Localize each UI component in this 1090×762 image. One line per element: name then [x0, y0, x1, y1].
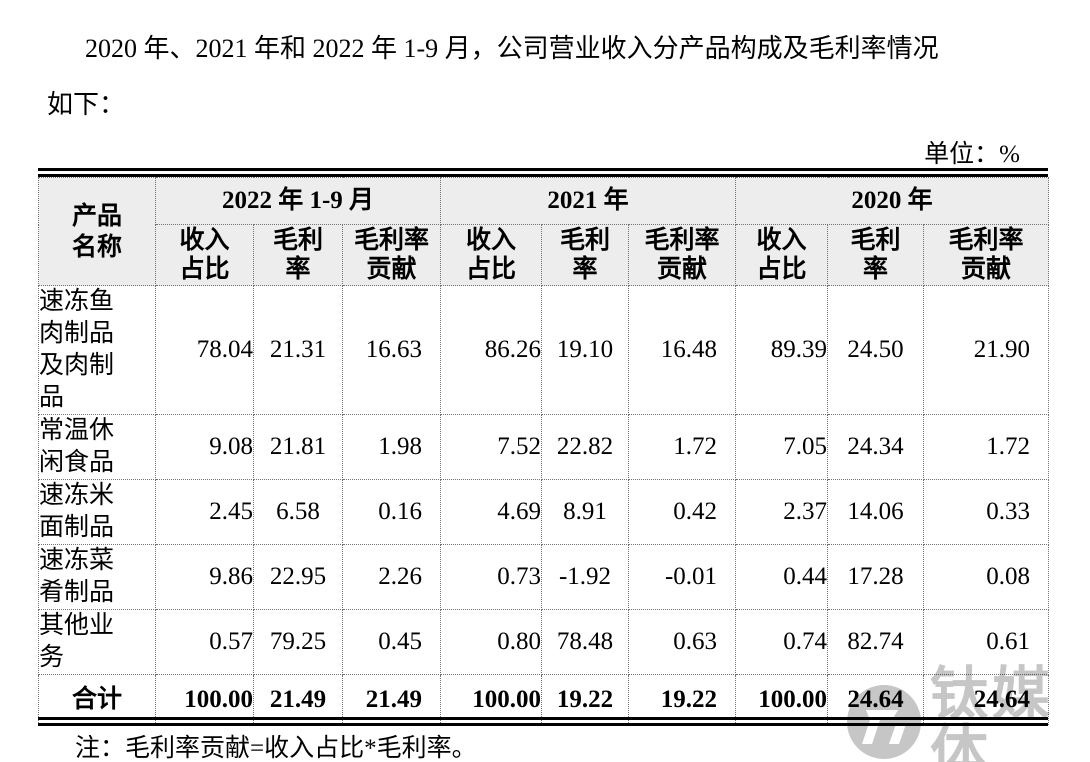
table-cell: 0.74: [735, 609, 829, 675]
footnote: 注：毛利率贡献=收入占比*毛利率。: [75, 735, 477, 762]
table-cell: 19.22: [541, 674, 630, 725]
table-cell: 0.61: [923, 609, 1050, 675]
table-cell: 0.45: [341, 609, 442, 675]
total-label-cell: 合计: [38, 674, 156, 725]
table-cell: 21.31: [253, 285, 343, 415]
table-cell: 2.45: [155, 479, 254, 545]
product-name-cell: 其他业 务: [38, 609, 156, 675]
column-header-income-share-2020: 收入 占比: [735, 224, 829, 286]
table-cell: 24.64: [923, 674, 1050, 725]
table-cell: 9.08: [155, 414, 254, 480]
table-cell: 0.44: [735, 544, 829, 610]
column-header-gross-margin-2022: 毛利 率: [253, 224, 343, 286]
column-header-gross-margin-2020: 毛利 率: [827, 224, 925, 286]
table-cell: 24.34: [827, 414, 925, 480]
table-cell: 82.74: [827, 609, 925, 675]
column-group-2020: 2020 年: [735, 177, 1050, 225]
table-cell: 2.37: [735, 479, 829, 545]
table-cell: 17.28: [827, 544, 925, 610]
column-header-income-share-2022: 收入 占比: [155, 224, 254, 286]
table-cell: 0.42: [628, 479, 737, 545]
product-name-cell: 速冻米 面制品: [38, 479, 156, 545]
table-bottom-border: [38, 717, 1048, 726]
table-cell: 22.95: [253, 544, 343, 610]
table-cell: 24.50: [827, 285, 925, 415]
product-name-cell: 速冻菜 肴制品: [38, 544, 156, 610]
table-cell: 14.06: [827, 479, 925, 545]
table-row: 速冻鱼 肉制品 及肉制 品 78.04 21.31 16.63 86.26 19…: [38, 285, 1050, 415]
table-cell: 1.72: [923, 414, 1050, 480]
table-cell: 0.80: [440, 609, 543, 675]
table-cell: 0.57: [155, 609, 254, 675]
header-group-row: 产品 名称 2022 年 1-9 月 2021 年 2020 年: [38, 177, 1050, 286]
table-cell: 0.63: [628, 609, 737, 675]
table-cell: 16.48: [628, 285, 737, 415]
table-cell: 19.10: [541, 285, 630, 415]
table-row: 其他业 务 0.57 79.25 0.45 0.80 78.48 0.63 0.…: [38, 609, 1050, 675]
column-header-gross-margin-2021: 毛利 率: [541, 224, 630, 286]
table-cell: 86.26: [440, 285, 543, 415]
table-cell: 4.69: [440, 479, 543, 545]
table-cell: -0.01: [628, 544, 737, 610]
table-row: 速冻菜 肴制品 9.86 22.95 2.26 0.73 -1.92 -0.01…: [38, 544, 1050, 610]
table-cell: 21.49: [253, 674, 343, 725]
table-cell: 78.04: [155, 285, 254, 415]
product-name-cell: 常温休 闲食品: [38, 414, 156, 480]
table-cell: 9.86: [155, 544, 254, 610]
revenue-margin-table: 产品 名称 2022 年 1-9 月 2021 年 2020 年 收入 占比 毛…: [38, 177, 1050, 725]
table-cell: 22.82: [541, 414, 630, 480]
title-line-1: 2020 年、2021 年和 2022 年 1-9 月，公司营业收入分产品构成及…: [85, 34, 939, 63]
table-cell: 2.26: [341, 544, 442, 610]
table-cell: 0.33: [923, 479, 1050, 545]
table-cell: 89.39: [735, 285, 829, 415]
table-cell: 21.81: [253, 414, 343, 480]
column-group-2022: 2022 年 1-9 月: [154, 177, 442, 225]
table-cell: 100.00: [155, 674, 254, 725]
table-cell: 1.72: [628, 414, 737, 480]
column-group-2021: 2021 年: [440, 177, 737, 225]
table-row: 速冻米 面制品 2.45 6.58 0.16 4.69 8.91 0.42 2.…: [38, 479, 1050, 545]
column-header-income-share-2021: 收入 占比: [440, 224, 543, 286]
column-header-margin-contribution-2021: 毛利率 贡献: [628, 224, 737, 286]
column-header-margin-contribution-2022: 毛利率 贡献: [341, 224, 442, 286]
table-cell: 0.08: [923, 544, 1050, 610]
unit-label: 单位：%: [924, 141, 1020, 168]
table-cell: 78.48: [541, 609, 630, 675]
table-cell: 1.98: [341, 414, 442, 480]
title-line-2: 如下：: [47, 90, 126, 119]
column-header-product-name: 产品 名称: [38, 177, 156, 286]
column-header-margin-contribution-2020: 毛利率 贡献: [923, 224, 1050, 286]
table-cell: 16.63: [341, 285, 442, 415]
table-cell: 7.52: [440, 414, 543, 480]
table-cell: 8.91: [541, 479, 630, 545]
table-cell: 79.25: [253, 609, 343, 675]
header-sub-row: 收入 占比 毛利 率 毛利率 贡献 收入 占比 毛利 率 毛利率 贡献 收入 占…: [39, 224, 1050, 286]
table-cell: 100.00: [735, 674, 829, 725]
table-cell: -1.92: [541, 544, 630, 610]
table-cell: 21.90: [923, 285, 1050, 415]
table-cell: 0.16: [341, 479, 442, 545]
table-cell: 7.05: [735, 414, 829, 480]
table-cell: 6.58: [253, 479, 343, 545]
product-name-cell: 速冻鱼 肉制品 及肉制 品: [38, 285, 156, 415]
table-top-border: [38, 168, 1048, 177]
table-row: 常温休 闲食品 9.08 21.81 1.98 7.52 22.82 1.72 …: [38, 414, 1050, 480]
table-cell: 0.73: [440, 544, 543, 610]
